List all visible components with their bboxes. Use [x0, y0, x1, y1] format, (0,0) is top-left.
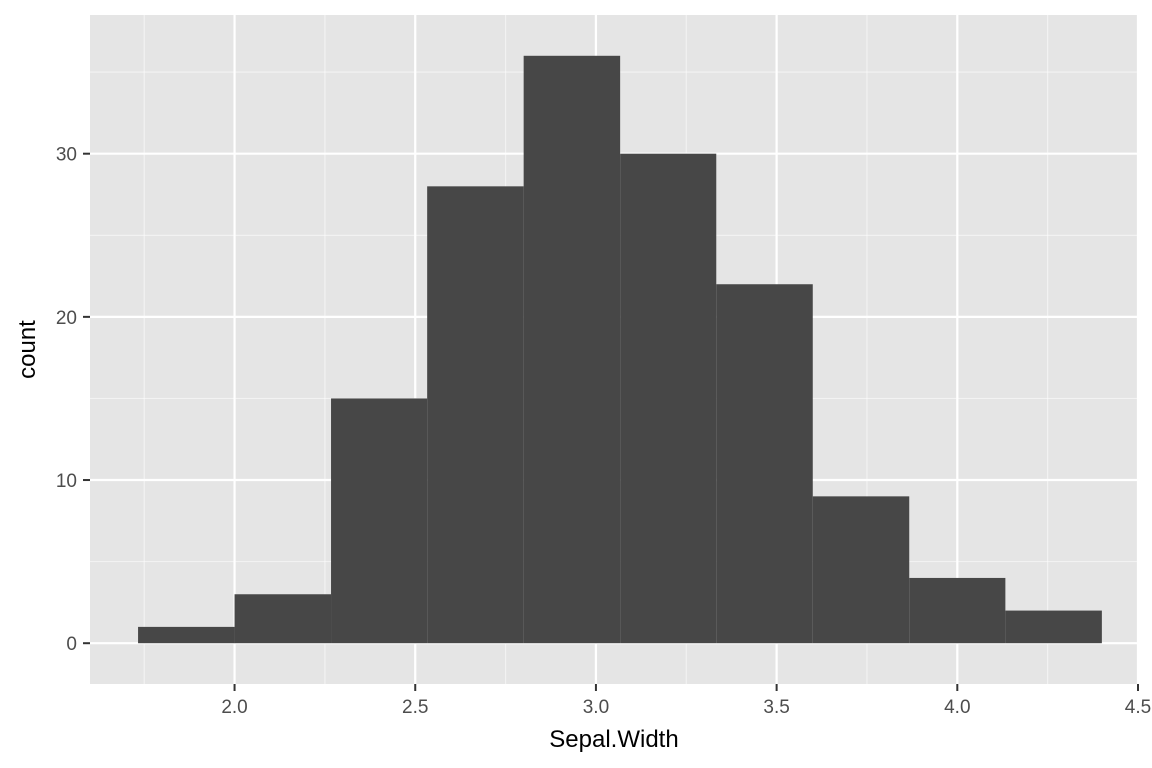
y-tick-label: 0 [66, 634, 77, 655]
histogram-bar [812, 496, 910, 644]
histogram-bar [234, 594, 332, 644]
histogram-bar [716, 284, 813, 644]
histogram-bar [909, 577, 1006, 644]
y-axis-title: count [14, 320, 41, 379]
x-tick-label: 4.5 [1125, 697, 1151, 718]
x-axis: 2.0 2.5 3.0 3.5 4.0 4.5 [221, 684, 1151, 718]
histogram-bar [427, 186, 524, 644]
histogram-bar [1005, 610, 1102, 644]
x-tick-label: 3.5 [763, 697, 789, 718]
x-tick-label: 3.0 [583, 697, 609, 718]
y-tick-label: 10 [56, 471, 77, 492]
x-tick-label: 2.0 [221, 697, 247, 718]
x-axis-title: Sepal.Width [549, 726, 678, 753]
y-tick-label: 30 [56, 145, 77, 166]
y-axis: 0 10 20 30 [56, 145, 90, 655]
histogram-bars [138, 55, 1102, 644]
y-tick-label: 20 [56, 308, 77, 329]
histogram-bar [620, 153, 717, 644]
histogram-bar [523, 55, 621, 644]
x-tick-label: 2.5 [402, 697, 428, 718]
histogram-bar [138, 626, 235, 644]
x-tick-label: 4.0 [944, 697, 970, 718]
histogram-bar [331, 398, 428, 644]
